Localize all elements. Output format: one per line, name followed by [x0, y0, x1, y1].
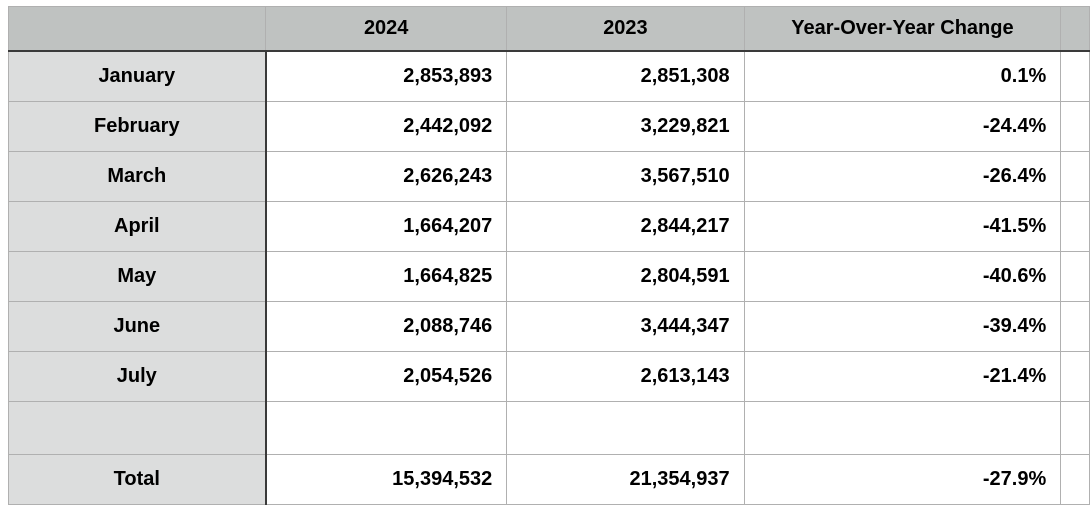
value-2024-cell[interactable]: 1,664,825 [265, 251, 508, 302]
row-label-cell[interactable]: July [7, 351, 267, 402]
table-header: 2024 2023 Year-Over-Year Change [7, 6, 1090, 52]
header-2023-cell[interactable]: 2023 [506, 6, 745, 52]
value-2024-cell[interactable]: 2,054,526 [265, 351, 508, 402]
value-2023-cell[interactable]: 2,844,217 [506, 201, 745, 252]
yoy-change-cell[interactable]: -27.9% [743, 454, 1062, 505]
table-row: July 2,054,526 2,613,143 -21.4% [7, 351, 1090, 402]
yoy-change-cell[interactable]: -24.4% [743, 101, 1062, 152]
row-label-cell[interactable]: March [7, 151, 267, 202]
value-2024-cell[interactable] [265, 401, 508, 455]
edge-cell[interactable] [1060, 50, 1090, 102]
edge-cell[interactable] [1060, 251, 1090, 302]
yoy-comparison-table: 2024 2023 Year-Over-Year Change January 2… [7, 6, 1090, 505]
table-row: June 2,088,746 3,444,347 -39.4% [7, 301, 1090, 352]
total-row: Total 15,394,532 21,354,937 -27.9% [7, 454, 1090, 505]
header-row: 2024 2023 Year-Over-Year Change [7, 6, 1090, 52]
yoy-change-cell[interactable]: -21.4% [743, 351, 1062, 402]
edge-cell[interactable] [1060, 101, 1090, 152]
edge-cell[interactable] [1060, 151, 1090, 202]
value-2024-cell[interactable]: 2,088,746 [265, 301, 508, 352]
table-row: March 2,626,243 3,567,510 -26.4% [7, 151, 1090, 202]
header-yoy-change-cell[interactable]: Year-Over-Year Change [743, 6, 1062, 52]
yoy-change-cell[interactable] [743, 401, 1062, 455]
yoy-change-cell[interactable]: -39.4% [743, 301, 1062, 352]
value-2023-cell[interactable] [506, 401, 745, 455]
value-2023-cell[interactable]: 3,229,821 [506, 101, 745, 152]
yoy-change-cell[interactable]: -41.5% [743, 201, 1062, 252]
table-row: May 1,664,825 2,804,591 -40.6% [7, 251, 1090, 302]
row-label-cell[interactable]: February [7, 101, 267, 152]
yoy-change-cell[interactable]: -40.6% [743, 251, 1062, 302]
edge-cell[interactable] [1060, 401, 1090, 455]
value-2023-cell[interactable]: 2,613,143 [506, 351, 745, 402]
yoy-change-cell[interactable]: 0.1% [743, 50, 1062, 102]
value-2023-cell[interactable]: 2,804,591 [506, 251, 745, 302]
header-corner-cell[interactable] [7, 6, 267, 52]
value-2024-cell[interactable]: 15,394,532 [265, 454, 508, 505]
table-row: February 2,442,092 3,229,821 -24.4% [7, 101, 1090, 152]
value-2024-cell[interactable]: 2,853,893 [265, 50, 508, 102]
value-2024-cell[interactable]: 1,664,207 [265, 201, 508, 252]
yoy-change-cell[interactable]: -26.4% [743, 151, 1062, 202]
value-2023-cell[interactable]: 3,567,510 [506, 151, 745, 202]
row-label-cell[interactable]: May [7, 251, 267, 302]
edge-cell[interactable] [1060, 454, 1090, 505]
value-2024-cell[interactable]: 2,626,243 [265, 151, 508, 202]
value-2023-cell[interactable]: 2,851,308 [506, 50, 745, 102]
value-2024-cell[interactable]: 2,442,092 [265, 101, 508, 152]
spacer-row [7, 401, 1090, 455]
header-edge-cell[interactable] [1060, 6, 1090, 52]
table-row: April 1,664,207 2,844,217 -41.5% [7, 201, 1090, 252]
value-2023-cell[interactable]: 21,354,937 [506, 454, 745, 505]
row-label-cell[interactable]: Total [7, 454, 267, 505]
row-label-cell[interactable] [7, 401, 267, 455]
header-2024-cell[interactable]: 2024 [265, 6, 508, 52]
table-body: January 2,853,893 2,851,308 0.1% February 2,4… [7, 50, 1090, 505]
edge-cell[interactable] [1060, 351, 1090, 402]
row-label-cell[interactable]: April [7, 201, 267, 252]
value-2023-cell[interactable]: 3,444,347 [506, 301, 745, 352]
table-row: January 2,853,893 2,851,308 0.1% [7, 50, 1090, 102]
row-label-cell[interactable]: January [7, 50, 267, 102]
row-label-cell[interactable]: June [7, 301, 267, 352]
edge-cell[interactable] [1060, 301, 1090, 352]
edge-cell[interactable] [1060, 201, 1090, 252]
